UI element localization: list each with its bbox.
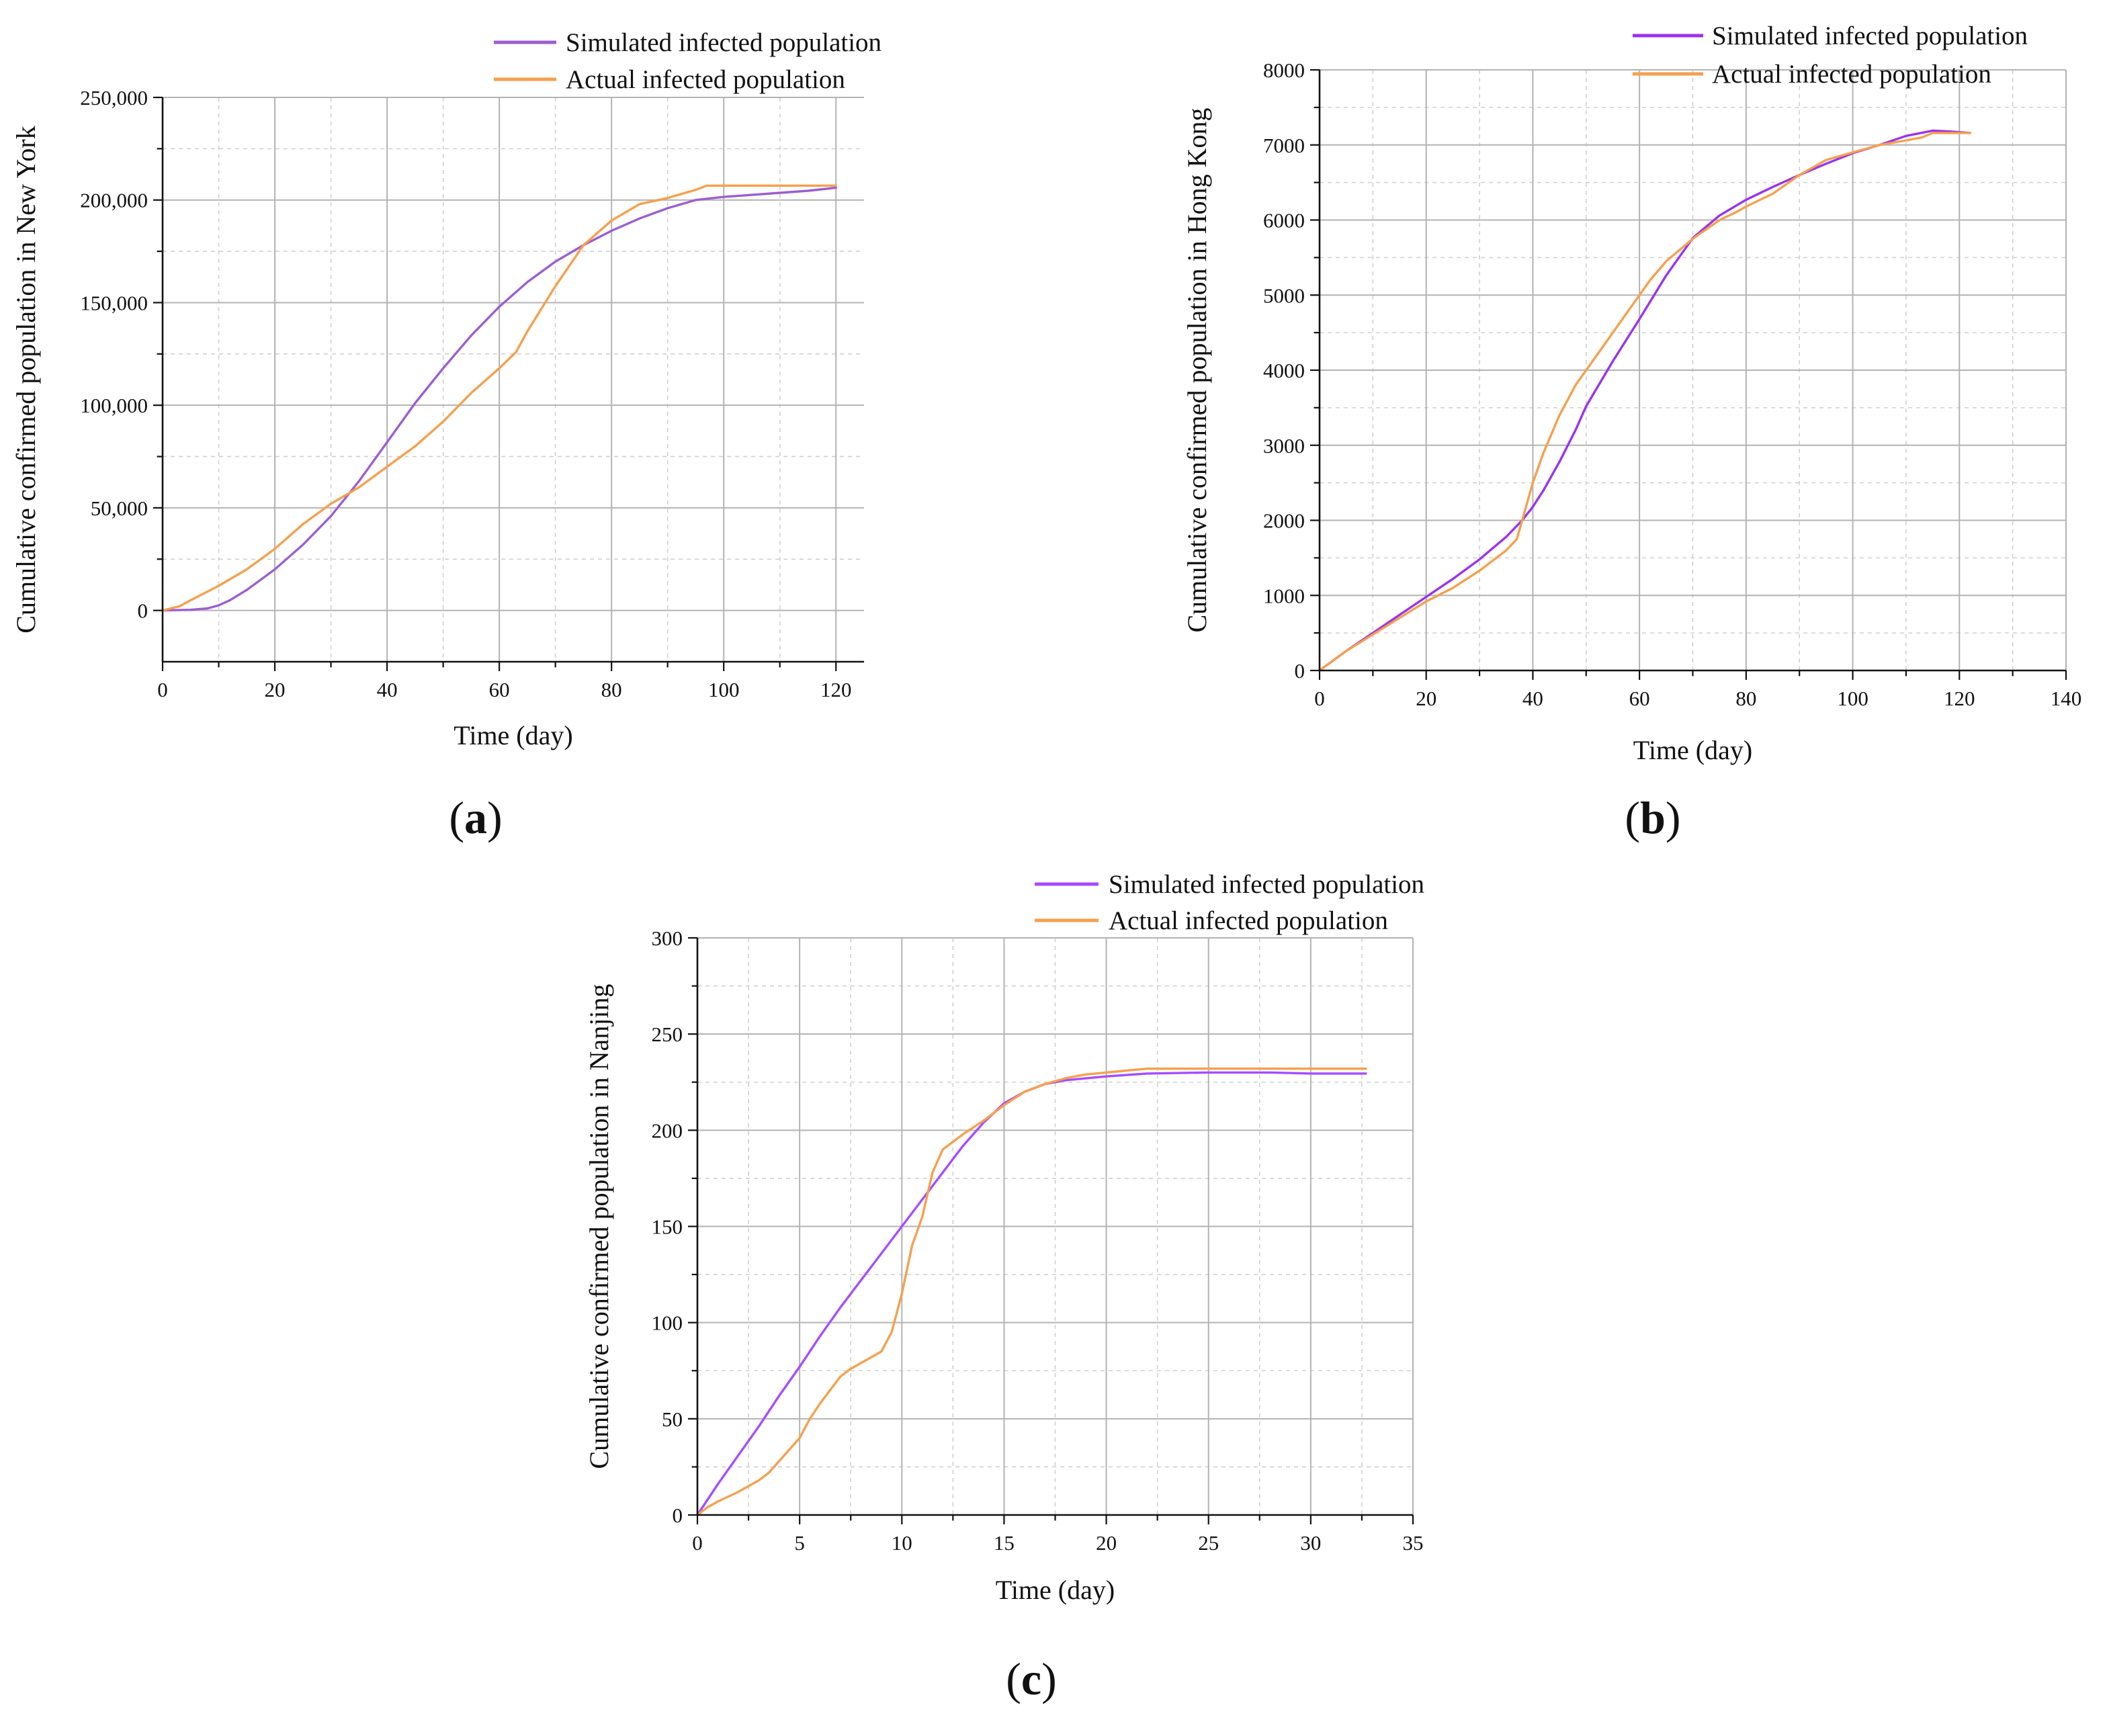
x-tick-label: 25 xyxy=(1198,1531,1219,1555)
series-group xyxy=(161,184,837,612)
legend-label-actual: Actual infected population xyxy=(566,65,845,94)
panel-label: (a) xyxy=(449,792,502,843)
x-tick-label: 120 xyxy=(1944,687,1975,710)
legend-label-actual: Actual infected population xyxy=(1712,60,1991,89)
y-tick-label: 2000 xyxy=(1263,509,1305,533)
simulated-series-line xyxy=(161,186,837,612)
x-axis-title: Time (day) xyxy=(454,720,572,750)
legend-label-simulated: Simulated infected population xyxy=(1712,21,2028,50)
y-tick-label: 300 xyxy=(652,926,683,950)
x-tick-label: 10 xyxy=(892,1531,912,1555)
y-tick-label: 50,000 xyxy=(91,496,148,520)
x-tick-label: 80 xyxy=(601,678,622,701)
y-tick-label: 200,000 xyxy=(80,189,148,212)
y-tick-label: 4000 xyxy=(1263,359,1305,382)
axes: 0 5 10 15 20 25 30 35 0 50 100 150 200 250 300 xyxy=(652,926,1424,1555)
y-tick-label: 7000 xyxy=(1263,134,1305,157)
x-tick-label: 140 xyxy=(2051,687,2082,710)
legend: Simulated infected population Actual infe… xyxy=(494,28,882,94)
series-group xyxy=(1318,129,1971,672)
x-tick-label: 100 xyxy=(1837,687,1868,710)
y-axis-title: Cumulative confirmed population in New Y… xyxy=(11,126,41,633)
x-tick-label: 30 xyxy=(1300,1531,1321,1555)
grid xyxy=(1320,69,2067,670)
panel-c-nanjing: 0 5 10 15 20 25 30 35 0 50 100 150 200 250 300 Time (da… xyxy=(584,870,1424,1704)
panel-letter: c xyxy=(1021,1653,1041,1704)
axes: 0 20 40 60 80 100 120 0 50,000 100,000 150,000 200,… xyxy=(80,86,864,701)
y-axis-title: Cumulative confirmed population in Nanji… xyxy=(584,984,614,1469)
y-tick-label: 5000 xyxy=(1263,284,1305,307)
y-tick-label: 50 xyxy=(662,1407,683,1431)
y-tick-label: 100 xyxy=(652,1311,683,1335)
y-tick-label: 200 xyxy=(652,1119,683,1142)
y-axis-title: Cumulative confirmed population in Hong … xyxy=(1182,108,1212,633)
y-tick-label: 3000 xyxy=(1263,434,1305,458)
x-tick-label: 100 xyxy=(708,678,740,701)
axes: 0 20 40 60 80 100 120 140 0 1000 2000 3000 4000 5000 6… xyxy=(1263,58,2081,710)
panel-letter: b xyxy=(1640,792,1666,843)
x-tick-label: 80 xyxy=(1735,687,1756,710)
y-tick-label: 8000 xyxy=(1263,58,1305,82)
series-group xyxy=(696,1068,1367,1516)
panel-a-new-york: 0 20 40 60 80 100 120 0 50,000 100,000 150,000 200,… xyxy=(11,28,882,843)
y-tick-label: 100,000 xyxy=(80,394,148,417)
panel-b-hong-kong: 0 20 40 60 80 100 120 140 0 1000 2000 3000 4000 5000 6… xyxy=(1182,21,2081,843)
x-tick-label: 60 xyxy=(489,678,510,701)
y-tick-label: 250 xyxy=(652,1023,683,1046)
x-tick-label: 0 xyxy=(692,1531,703,1555)
panel-label: (c) xyxy=(1006,1653,1057,1704)
y-tick-label: 0 xyxy=(673,1504,683,1527)
legend-label-simulated: Simulated infected population xyxy=(566,28,882,57)
x-tick-label: 20 xyxy=(1416,687,1436,710)
x-tick-label: 5 xyxy=(794,1531,805,1555)
legend: Simulated infected population Actual infe… xyxy=(1633,21,2028,89)
x-tick-label: 35 xyxy=(1403,1531,1424,1555)
y-tick-label: 6000 xyxy=(1263,209,1305,232)
x-axis-title: Time (day) xyxy=(1633,735,1752,765)
actual-series-line xyxy=(1318,132,1971,672)
panel-label: (b) xyxy=(1625,792,1680,843)
actual-series-line xyxy=(696,1068,1367,1516)
x-tick-label: 40 xyxy=(1522,687,1543,710)
x-tick-label: 120 xyxy=(820,678,852,701)
simulated-series-line xyxy=(696,1071,1367,1516)
y-tick-label: 250,000 xyxy=(80,86,148,110)
x-tick-label: 0 xyxy=(157,678,168,701)
x-tick-label: 0 xyxy=(1314,687,1325,710)
x-axis-title: Time (day) xyxy=(996,1575,1115,1605)
legend-label-actual: Actual infected population xyxy=(1109,906,1388,935)
grid xyxy=(163,97,864,662)
x-tick-label: 60 xyxy=(1629,687,1650,710)
x-tick-label: 40 xyxy=(377,678,398,701)
x-tick-label: 20 xyxy=(1096,1531,1117,1555)
x-tick-label: 20 xyxy=(265,678,286,701)
x-tick-label: 15 xyxy=(994,1531,1015,1555)
simulated-series-line xyxy=(1318,129,1971,672)
y-tick-label: 0 xyxy=(138,599,148,623)
panel-letter: a xyxy=(464,792,487,843)
y-tick-label: 150,000 xyxy=(80,291,148,314)
y-tick-label: 1000 xyxy=(1263,584,1305,607)
y-tick-label: 0 xyxy=(1295,659,1305,683)
legend: Simulated infected population Actual infe… xyxy=(1035,870,1424,935)
legend-label-simulated: Simulated infected population xyxy=(1109,870,1424,899)
y-tick-label: 150 xyxy=(652,1215,683,1239)
actual-series-line xyxy=(161,184,837,612)
